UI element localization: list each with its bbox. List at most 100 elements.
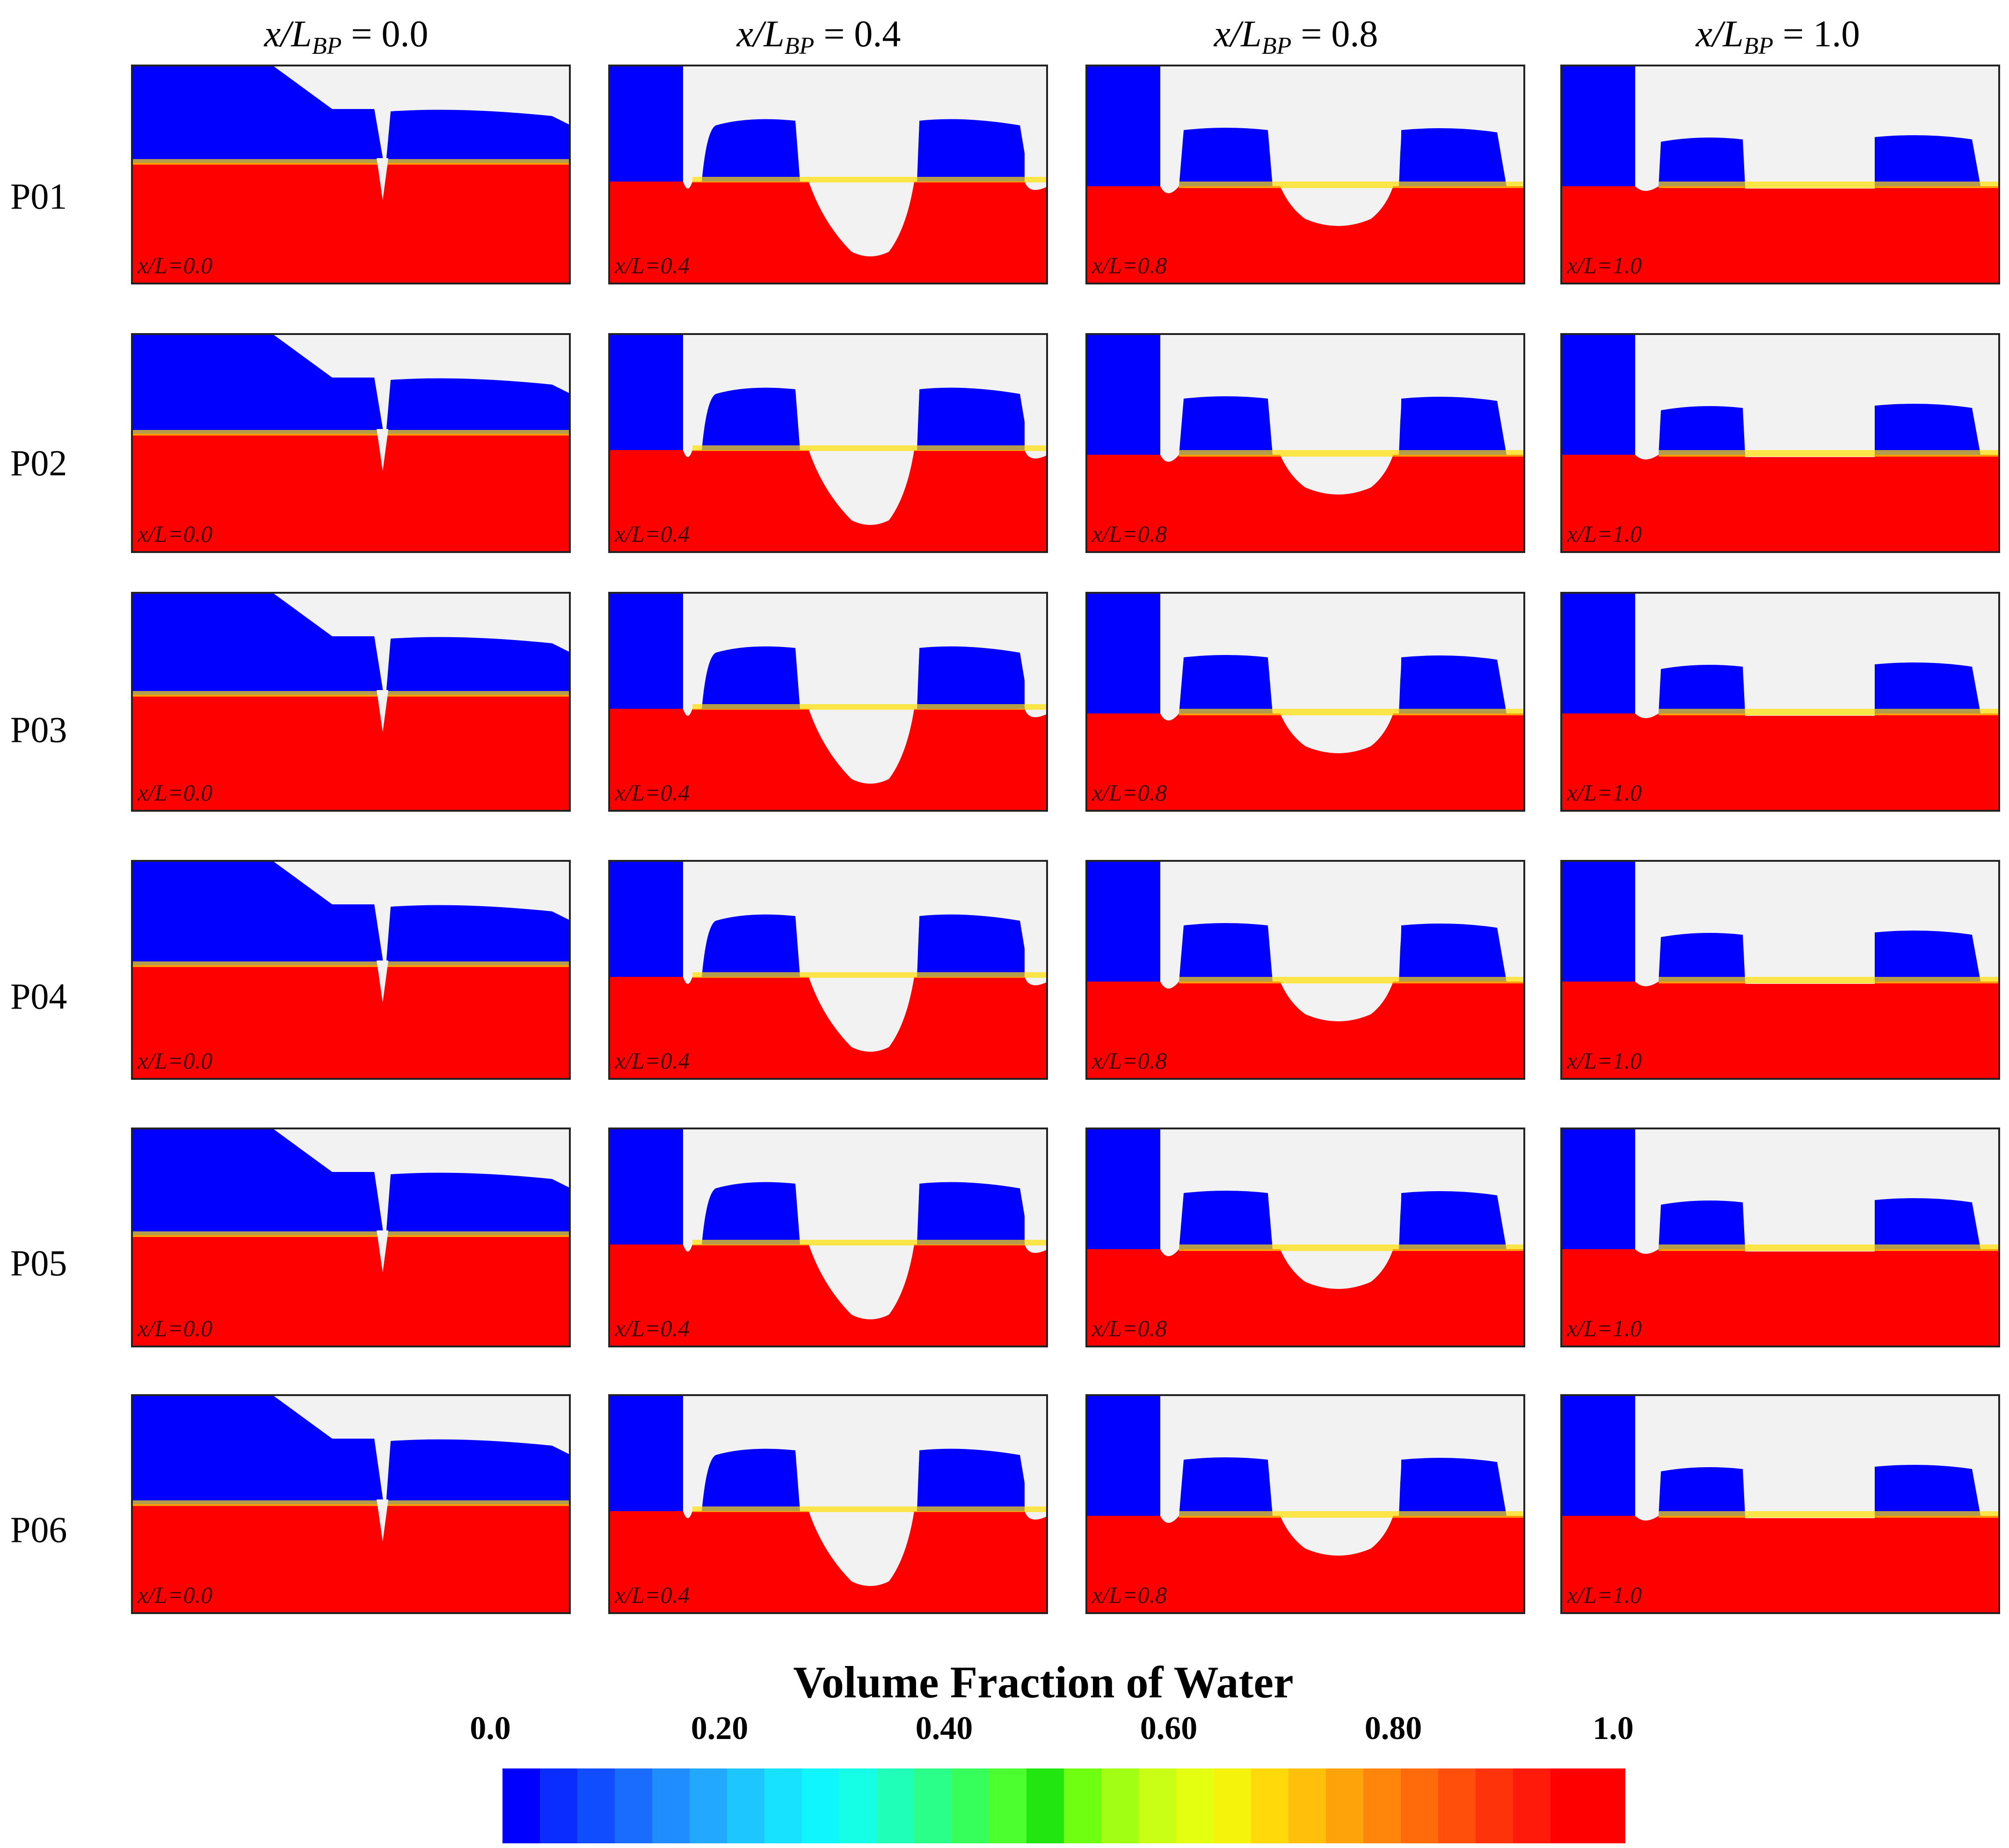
contour-panel: x/L=1.0 (1560, 333, 2000, 553)
colorbar-band (652, 1768, 690, 1843)
colorbar-band (727, 1768, 764, 1843)
header-value: = 0.4 (814, 14, 901, 55)
colorbar-band (1214, 1768, 1251, 1843)
contour-plot (131, 65, 571, 284)
column-header-3: x/LBP = 1.0 (1572, 8, 1984, 60)
colorbar-tick-4: 0.80 (1364, 1710, 1422, 1746)
panel-tag: x/L=0.4 (615, 1048, 690, 1074)
colorbar-band (615, 1768, 652, 1843)
header-value: = 0.8 (1291, 14, 1378, 55)
contour-panel: x/L=0.4 (608, 333, 1048, 553)
contour-plot (1560, 592, 2000, 812)
colorbar-tick-5: 1.0 (1593, 1710, 1634, 1746)
header-value: = 1.0 (1773, 14, 1860, 55)
contour-panel: x/L=0.0 (131, 592, 571, 812)
column-header-0: x/LBP = 0.0 (140, 8, 552, 60)
column-header-2: x/LBP = 0.8 (1090, 8, 1502, 60)
colorbar-band (989, 1768, 1026, 1843)
colorbar-tick-3: 0.60 (1140, 1710, 1198, 1746)
panel-tag: x/L=0.8 (1092, 1315, 1167, 1341)
contour-plot (1085, 333, 1525, 553)
row-label-p06: P06 (10, 1509, 67, 1550)
contour-plot (1560, 1394, 2000, 1614)
header-value: = 0.0 (342, 14, 429, 55)
colorbar-band (1550, 1768, 1588, 1843)
row-label-p03: P03 (10, 709, 67, 750)
contour-plot (608, 592, 1048, 812)
panel-tag: x/L=1.0 (1567, 779, 1642, 806)
contour-panel: x/L=0.0 (131, 65, 571, 284)
contour-plot (1085, 1128, 1525, 1347)
colorbar-band (1401, 1768, 1438, 1843)
contour-plot (608, 333, 1048, 553)
colorbar (502, 1768, 1625, 1843)
panel-tag: x/L=0.4 (615, 1582, 690, 1608)
contour-plot (131, 1128, 571, 1347)
colorbar-band (1438, 1768, 1476, 1843)
contour-plot (608, 1128, 1048, 1347)
colorbar-band (1476, 1768, 1513, 1843)
panel-tag: x/L=0.4 (615, 1315, 690, 1341)
colorbar-band (877, 1768, 914, 1843)
panel-tag: x/L=0.0 (138, 1582, 213, 1608)
contour-plot (608, 65, 1048, 284)
colorbar-band (1251, 1768, 1288, 1843)
column-header-1: x/LBP = 0.4 (613, 8, 1025, 60)
panel-tag: x/L=0.8 (1092, 1582, 1167, 1608)
colorbar-band (502, 1768, 540, 1843)
colorbar-band (952, 1768, 989, 1843)
panel-tag: x/L=0.0 (138, 1048, 213, 1074)
colorbar-band (1101, 1768, 1139, 1843)
colorbar-tick-2: 0.40 (915, 1710, 973, 1746)
contour-plot (1085, 592, 1525, 812)
panel-tag: x/L=1.0 (1567, 252, 1642, 278)
contour-panel: x/L=1.0 (1560, 592, 2000, 812)
row-label-p04: P04 (10, 976, 67, 1017)
contour-panel: x/L=1.0 (1560, 860, 2000, 1080)
contour-plot (131, 592, 571, 812)
panel-tag: x/L=1.0 (1567, 1315, 1642, 1341)
contour-plot (608, 860, 1048, 1080)
panel-tag: x/L=0.4 (615, 521, 690, 547)
panel-tag: x/L=0.0 (138, 779, 213, 806)
colorbar-band (1176, 1768, 1214, 1843)
contour-panel: x/L=1.0 (1560, 1128, 2000, 1347)
colorbar-band (540, 1768, 577, 1843)
contour-panel: x/L=0.4 (608, 1128, 1048, 1347)
panel-tag: x/L=0.0 (138, 1315, 213, 1341)
colorbar-band (1588, 1768, 1625, 1843)
colorbar-band (1139, 1768, 1176, 1843)
contour-plot (608, 1394, 1048, 1614)
contour-panel: x/L=0.4 (608, 860, 1048, 1080)
contour-panel: x/L=1.0 (1560, 1394, 2000, 1614)
panel-tag: x/L=0.0 (138, 252, 213, 278)
panel-tag: x/L=1.0 (1567, 1582, 1642, 1608)
header-prefix: x/L (264, 14, 312, 55)
contour-plot (1085, 1394, 1525, 1614)
colorbar-band (1326, 1768, 1363, 1843)
header-subscript: BP (784, 33, 815, 59)
colorbar-band (764, 1768, 802, 1843)
contour-plot (1560, 1128, 2000, 1347)
colorbar-band (577, 1768, 615, 1843)
colorbar-band (690, 1768, 727, 1843)
panel-tag: x/L=1.0 (1567, 521, 1642, 547)
contour-plot (1560, 65, 2000, 284)
header-subscript: BP (312, 33, 342, 59)
contour-panel: x/L=0.0 (131, 860, 571, 1080)
colorbar-band (1026, 1768, 1064, 1843)
contour-panel: x/L=0.0 (131, 1394, 571, 1614)
panel-tag: x/L=0.4 (615, 779, 690, 806)
colorbar-band (839, 1768, 877, 1843)
row-label-p05: P05 (10, 1243, 67, 1283)
colorbar-band (914, 1768, 952, 1843)
contour-panel: x/L=0.8 (1085, 1128, 1525, 1347)
contour-plot (131, 1394, 571, 1614)
colorbar-band (1288, 1768, 1326, 1843)
panel-tag: x/L=0.8 (1092, 521, 1167, 547)
colorbar-tick-1: 0.20 (691, 1710, 749, 1746)
contour-panel: x/L=0.8 (1085, 333, 1525, 553)
contour-panel: x/L=0.0 (131, 1128, 571, 1347)
header-prefix: x/L (1214, 14, 1262, 55)
panel-tag: x/L=0.4 (615, 252, 690, 278)
